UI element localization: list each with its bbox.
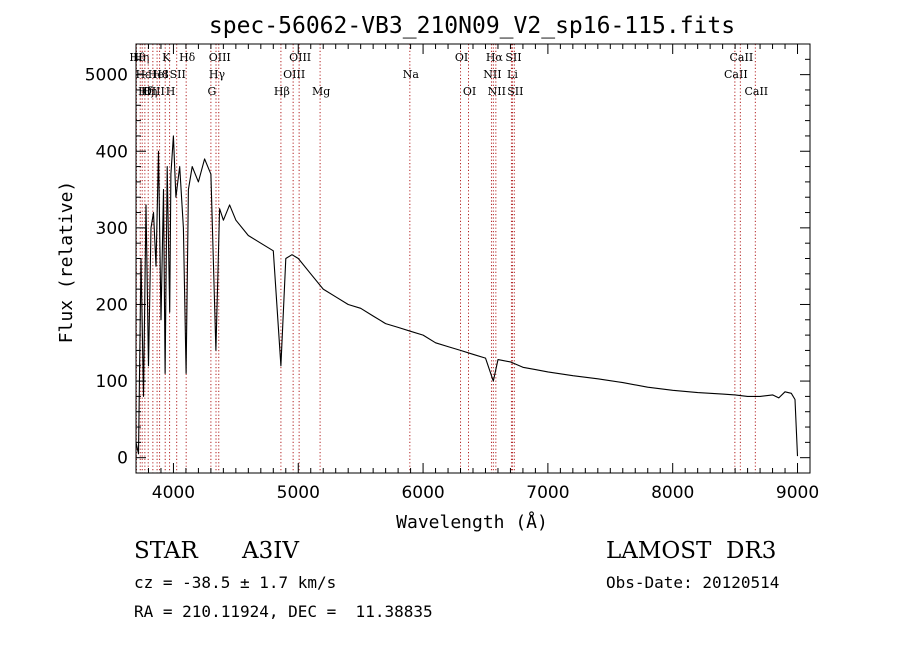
line-marker-label: H: [166, 85, 176, 98]
line-marker-label: Hβ: [274, 85, 290, 98]
plot-frame: [135, 43, 811, 474]
line-marker-label: G: [207, 85, 216, 98]
line-marker-label: OIII: [143, 85, 165, 98]
x-axis: 4000 5000 6000 7000 8000 9000: [147, 44, 819, 503]
line-marker-label: SII: [507, 85, 523, 98]
line-marker-label: Hγ: [209, 68, 226, 81]
line-marker-label: Hζ: [138, 85, 154, 98]
y-tick-label: 400: [96, 142, 128, 162]
y-tick-label: 5000: [85, 66, 128, 86]
y-axis-label: Flux (relative): [56, 181, 77, 344]
x-tick-label: 9000: [776, 483, 819, 503]
line-marker-label: Hα: [486, 51, 504, 64]
line-marker-label: Hδ: [179, 51, 196, 64]
line-marker-label: NII: [488, 85, 506, 98]
y-tick-label: 300: [96, 219, 128, 239]
line-marker-label: SII: [505, 51, 521, 64]
line-marker-label: SII: [170, 68, 186, 81]
obs-date-text: Obs-Date: 20120514: [606, 573, 780, 592]
series-layer: [135, 135, 799, 457]
line-marker-label: NII: [483, 68, 501, 81]
x-tick-label: 5000: [277, 483, 320, 503]
object-subclass: A3IV: [242, 538, 299, 564]
line-marker-label: CaII: [724, 68, 748, 81]
x-tick-label: 6000: [401, 483, 444, 503]
y-axis: 0 100 200 300 400 5000: [85, 43, 810, 469]
line-marker-label: OIII: [283, 68, 305, 81]
x-tick-label: 7000: [526, 483, 569, 503]
line-marker-label: H8: [152, 68, 169, 81]
y-tick-label: 0: [117, 449, 128, 469]
line-marker-label: Mg: [312, 85, 330, 98]
line-marker-label: CaII: [730, 51, 754, 64]
chart-title: spec-56062-VB3_210N09_V2_sp16-115.fits: [209, 13, 735, 39]
survey-label: LAMOST DR3: [606, 538, 777, 564]
x-axis-label: Wavelength (Å): [396, 511, 548, 533]
line-marker-label: OI: [463, 85, 476, 98]
y-tick-label: 100: [96, 372, 128, 392]
line-marker-label: K: [162, 51, 171, 64]
line-marker-label: Li: [507, 68, 518, 81]
line-marker-label: HeI: [148, 68, 168, 81]
spectrum-line: [135, 135, 799, 457]
line-marker-label: CaII: [744, 85, 768, 98]
redshift-text: cz = -38.5 ± 1.7 km/s: [134, 573, 337, 592]
y-tick-label: 200: [96, 295, 128, 315]
spectrum-chart: spec-56062-VB3_210N09_V2_sp16-115.fits H…: [56, 13, 819, 533]
coordinates-text: RA = 210.11924, DEC = 11.38835: [134, 602, 433, 621]
line-marker-label: OI: [455, 51, 468, 64]
line-marker-label: OIII: [209, 51, 231, 64]
line-markers: HθHηHεHζHηOIIIHeIH8KHSIIHδGHγOIIIHβOIIIO…: [129, 44, 768, 473]
line-marker-label: Na: [403, 68, 420, 81]
object-class: STAR: [134, 538, 198, 564]
line-marker-label: OIII: [289, 51, 311, 64]
x-tick-label: 8000: [651, 483, 694, 503]
x-tick-label: 4000: [152, 483, 195, 503]
